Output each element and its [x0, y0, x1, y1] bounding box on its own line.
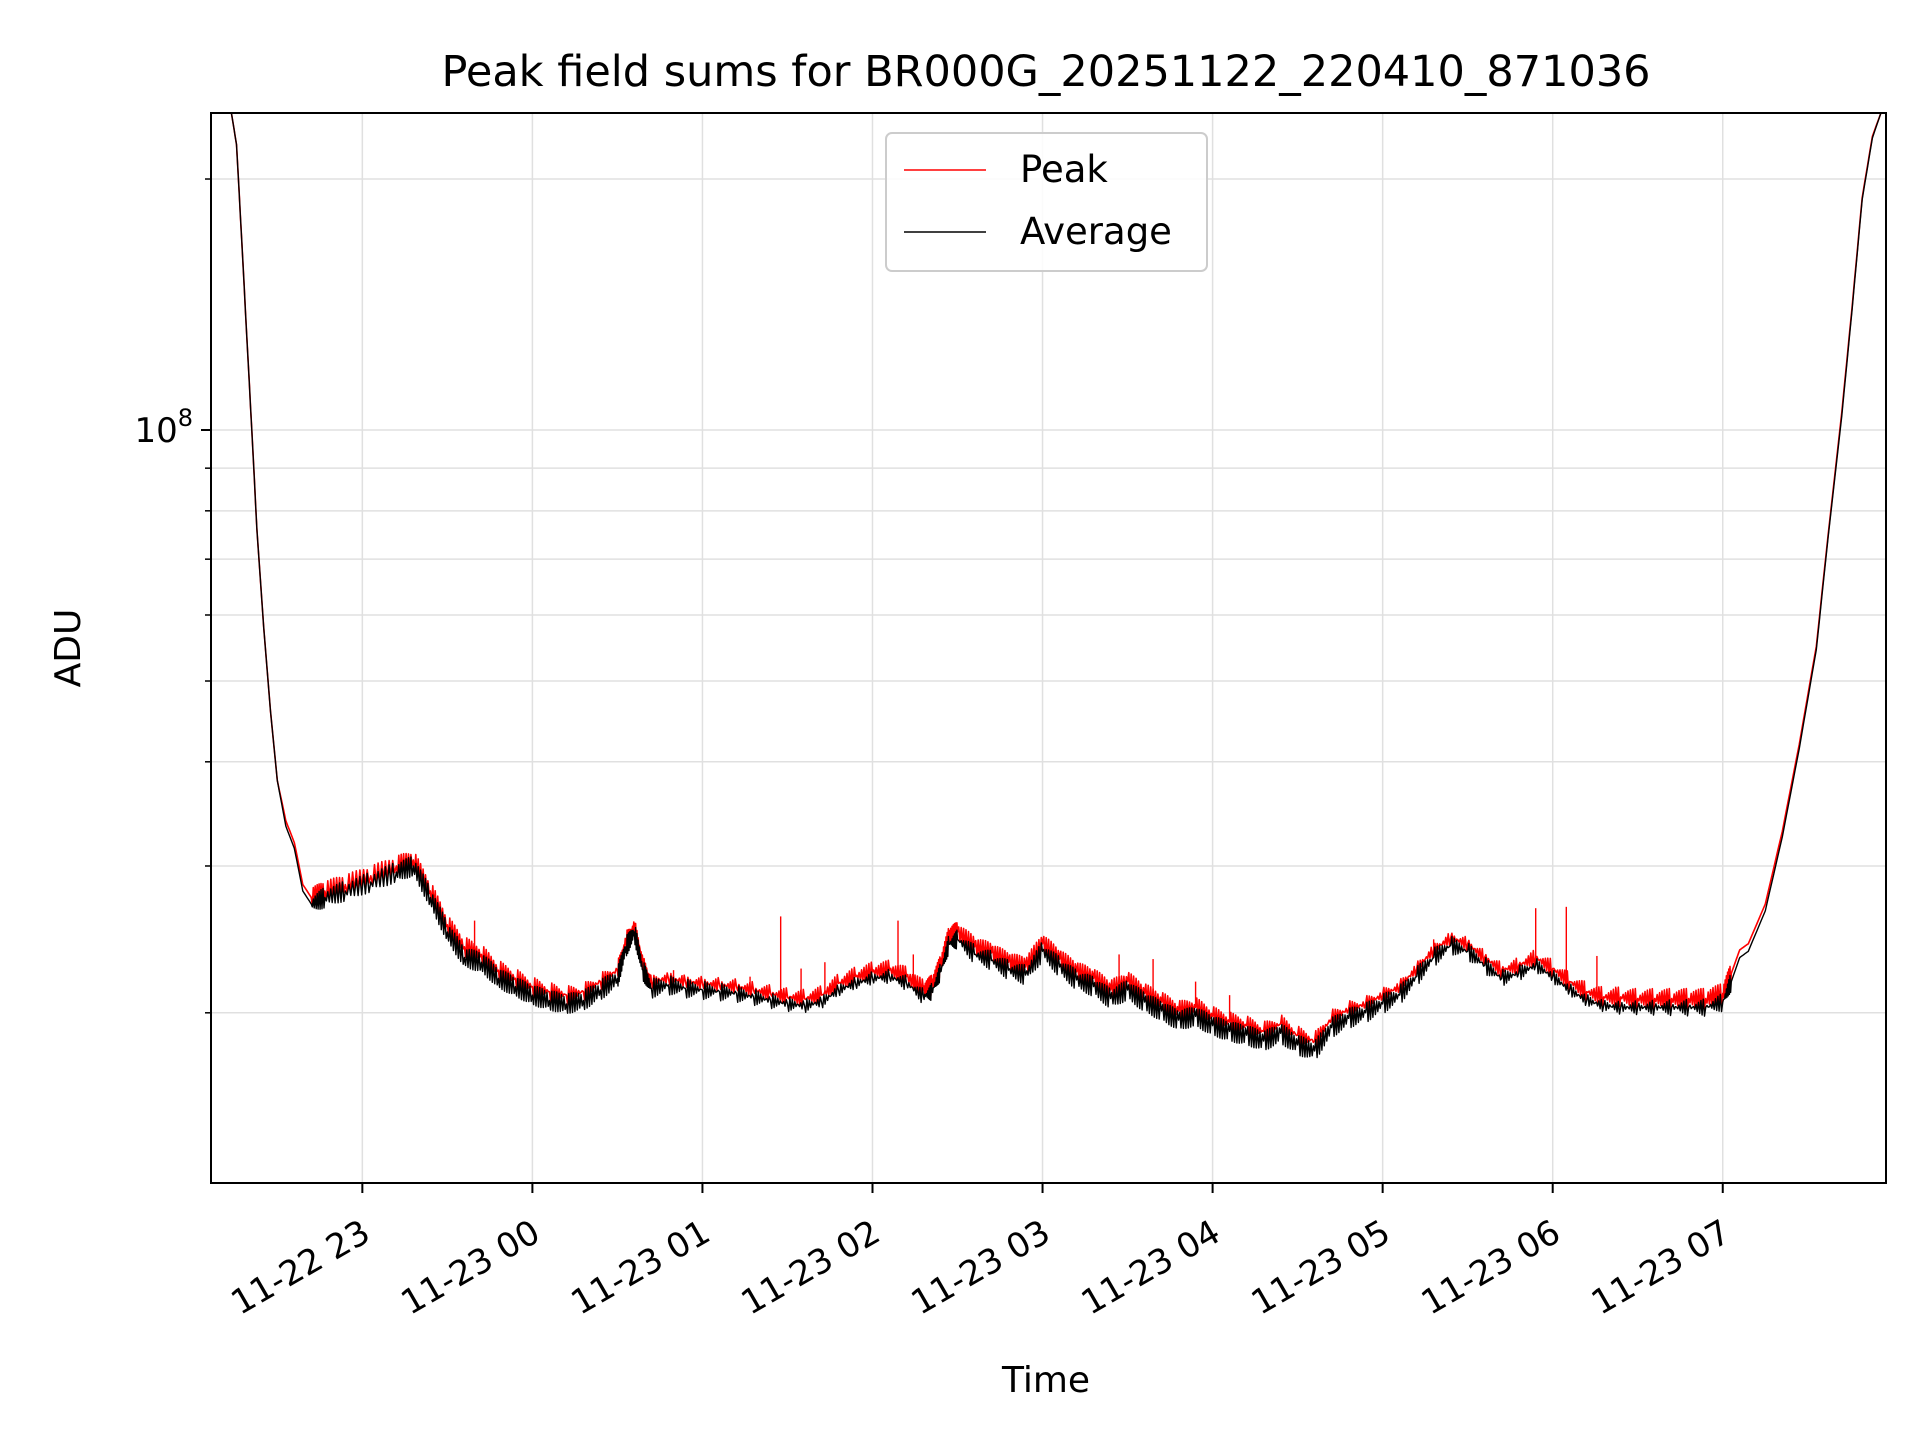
x-axis-label: Time — [1001, 1360, 1090, 1401]
grid-lines — [211, 113, 1886, 1183]
y-axis-label: ADU — [48, 609, 89, 688]
series-layer — [230, 113, 1882, 1059]
plot-frame — [210, 112, 1887, 1184]
series-line-average — [230, 113, 1882, 1059]
legend-box — [885, 132, 1208, 272]
legend-average-label: Average — [1020, 210, 1172, 253]
series-clip — [230, 113, 1882, 1059]
legend: Peak Average — [885, 132, 1208, 272]
series-line-peak — [230, 113, 1882, 1047]
legend-peak-label: Peak — [1020, 148, 1108, 191]
chart-title: Peak field sums for BR000G_20251122_2204… — [441, 47, 1650, 97]
y-axis-ticks: 108 — [134, 178, 211, 1014]
y-tick-label: 108 — [134, 404, 193, 451]
